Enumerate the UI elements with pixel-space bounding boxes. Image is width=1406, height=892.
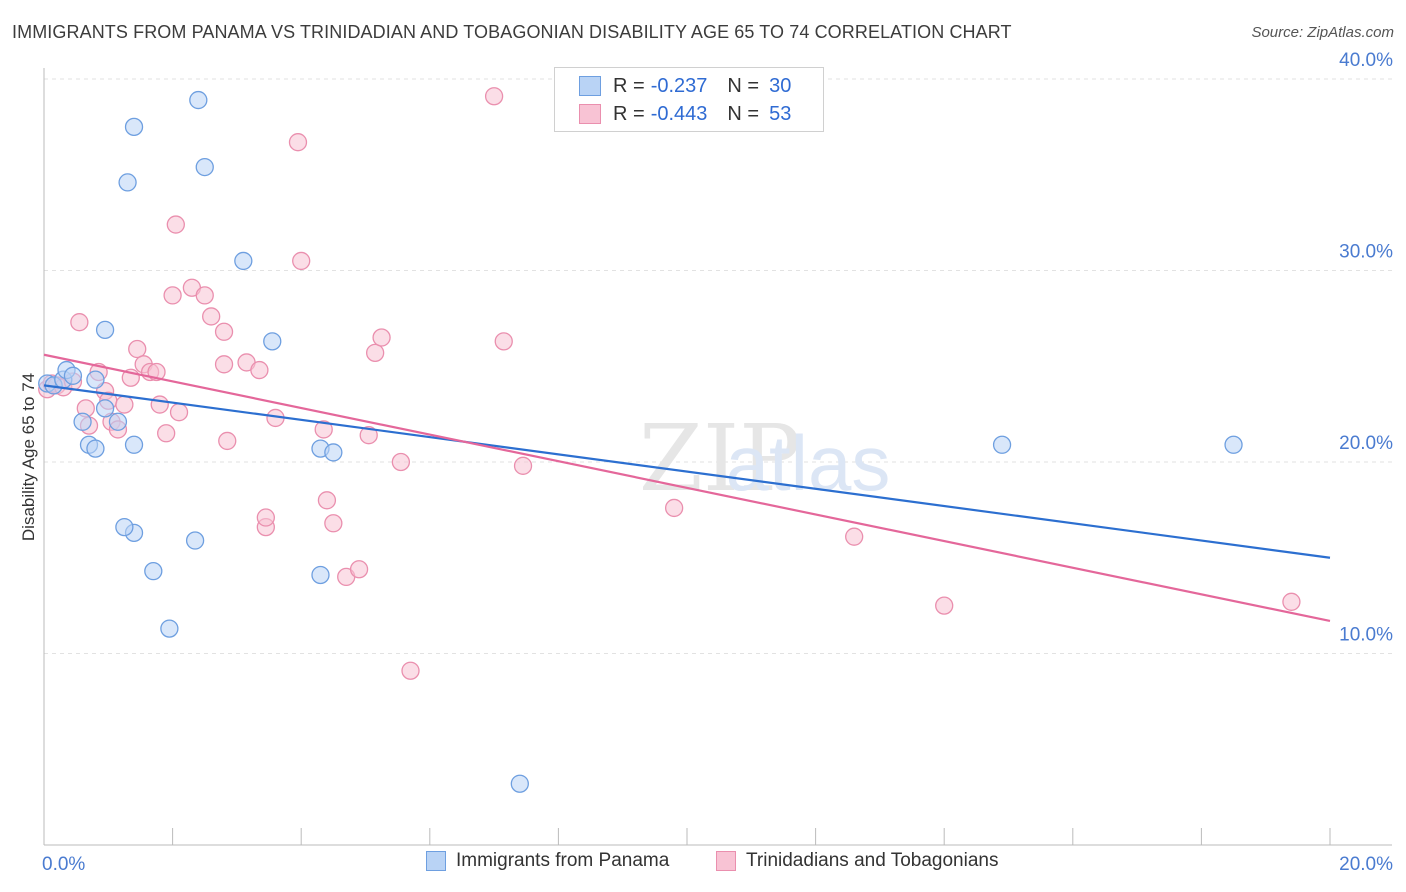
point-trinidad (324, 514, 343, 533)
point-trinidad (365, 343, 385, 362)
point-trinidad (484, 87, 504, 106)
point-panama (86, 439, 105, 458)
n-value: 30 (769, 74, 792, 97)
point-panama (160, 619, 179, 638)
legend-row-series1: R = -0.237 N = 30 (579, 73, 791, 99)
point-trinidad (256, 508, 275, 527)
point-trinidad (250, 360, 269, 380)
r-value: -0.443 (650, 102, 708, 125)
r-value: -0.237 (650, 74, 708, 97)
legend-swatch-series1 (426, 851, 446, 871)
legend-label-series2: Trinidadians and Tobagonians (746, 850, 999, 871)
legend-swatch-series1 (579, 76, 601, 96)
point-panama (234, 251, 253, 271)
point-trinidad (513, 456, 533, 475)
point-panama (1224, 435, 1243, 454)
point-panama (95, 399, 115, 418)
point-trinidad (169, 403, 189, 422)
point-trinidad (494, 332, 513, 351)
point-panama (108, 412, 128, 431)
point-trinidad (664, 498, 684, 518)
point-panama (311, 565, 330, 585)
point-panama (86, 370, 105, 389)
point-panama (144, 562, 163, 581)
legend-item-series1: Immigrants from Panama (426, 850, 669, 872)
point-trinidad (935, 596, 954, 615)
x-tick-labels: 0.0% 20.0% (42, 854, 1393, 875)
x-tick-label: 0.0% (42, 854, 85, 875)
point-panama (124, 435, 144, 454)
point-trinidad (391, 452, 411, 472)
point-panama (189, 90, 208, 110)
y-axis-label: Disability Age 65 to 74 (19, 373, 38, 541)
point-trinidad (163, 286, 182, 305)
point-panama (324, 443, 343, 462)
chart-title: IMMIGRANTS FROM PANAMA VS TRINIDADIAN AN… (12, 22, 1012, 42)
point-panama (124, 117, 144, 137)
point-trinidad (70, 313, 89, 332)
point-trinidad (214, 322, 234, 341)
point-trinidad (349, 560, 369, 579)
legend-label-series1: Immigrants from Panama (456, 850, 670, 871)
point-trinidad (845, 527, 864, 546)
x-tick-label: 20.0% (1339, 854, 1393, 875)
source-label: Source: ZipAtlas.com (1251, 24, 1394, 41)
point-panama (185, 531, 205, 550)
axes (43, 68, 1392, 846)
point-trinidad (359, 426, 378, 445)
point-trinidad (150, 395, 169, 414)
y-tick-label: 10.0% (1339, 625, 1393, 646)
point-panama (115, 517, 134, 537)
point-panama (95, 320, 115, 340)
point-trinidad (214, 355, 234, 374)
legend-item-series2: Trinidadians and Tobagonians (716, 850, 998, 872)
y-tick-label: 40.0% (1339, 50, 1393, 71)
point-trinidad (314, 420, 333, 439)
series-legend: Immigrants from Panama Trinidadians and … (0, 850, 1406, 880)
point-trinidad (401, 661, 420, 680)
n-label: N = (727, 102, 760, 125)
r-label: R = (613, 74, 645, 97)
point-panama (992, 435, 1012, 454)
legend-row-series2: R = -0.443 N = 53 (579, 101, 791, 127)
watermark-atlas: atlas (726, 419, 891, 507)
point-panama (263, 332, 282, 351)
point-trinidad (1282, 592, 1301, 611)
point-trinidad (195, 286, 214, 305)
n-label: N = (727, 74, 760, 97)
point-trinidad (288, 133, 308, 152)
legend-swatch-series2 (716, 851, 736, 871)
point-panama (73, 412, 92, 431)
point-trinidad (292, 251, 311, 271)
point-panama (63, 366, 83, 385)
point-trinidad (202, 307, 221, 326)
scatter-points (38, 87, 1301, 793)
point-trinidad (372, 328, 391, 347)
legend-swatch-series2 (579, 104, 601, 124)
point-trinidad (317, 491, 337, 510)
point-trinidad (128, 339, 147, 359)
r-label: R = (613, 102, 645, 125)
point-panama (195, 157, 214, 177)
point-trinidad (218, 431, 237, 451)
point-trinidad (166, 215, 185, 234)
y-tick-label: 30.0% (1339, 242, 1393, 263)
point-trinidad (157, 424, 176, 443)
y-tick-labels: 10.0% 20.0% 30.0% 40.0% (1339, 50, 1393, 646)
trend-line-panama (43, 384, 1331, 559)
trend-line-trinidad (43, 353, 1331, 623)
stats-legend: R = -0.237 N = 30 R = -0.443 N = 53 (554, 67, 824, 132)
point-panama (118, 173, 137, 192)
y-tick-label: 20.0% (1339, 433, 1393, 454)
n-value: 53 (769, 102, 792, 125)
point-panama (510, 774, 529, 793)
trend-lines (43, 353, 1331, 623)
point-trinidad (115, 395, 134, 414)
